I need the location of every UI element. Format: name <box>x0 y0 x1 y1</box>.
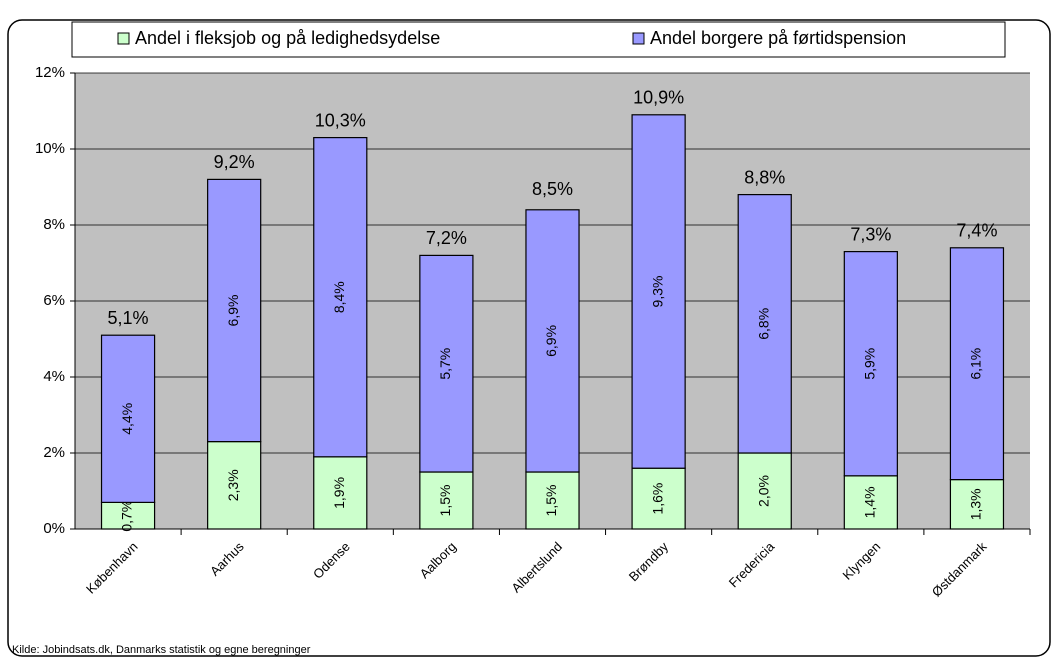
bar-segment <box>843 251 898 477</box>
segment-label: 2,0% <box>755 475 771 507</box>
segment-label: 1,6% <box>649 483 665 515</box>
bar-segment <box>419 254 474 473</box>
y-tick-label: 12% <box>35 64 65 81</box>
bar-segment <box>631 467 686 530</box>
total-label: 5,1% <box>108 308 149 328</box>
y-tick-label: 4% <box>43 368 65 385</box>
segment-label: 5,9% <box>862 348 878 380</box>
legend-label: Andel i fleksjob og på ledighedsydelse <box>135 28 440 48</box>
segment-label: 1,9% <box>331 477 347 509</box>
y-tick-label: 8% <box>43 216 65 233</box>
legend-label: Andel borgere på førtidspension <box>650 28 906 48</box>
total-label: 10,3% <box>315 110 366 130</box>
segment-label: 2,3% <box>225 469 241 501</box>
bar-segment <box>525 471 580 530</box>
segment-label: 1,5% <box>437 485 453 517</box>
y-tick-label: 2% <box>43 444 65 461</box>
total-label: 8,5% <box>532 179 573 199</box>
segment-label: 6,9% <box>543 325 559 357</box>
bar-segment <box>207 178 262 443</box>
segment-label: 4,4% <box>119 403 135 435</box>
total-label: 7,3% <box>850 224 891 244</box>
bar-segment <box>631 114 686 469</box>
bar-segment <box>737 452 792 530</box>
total-label: 7,4% <box>956 221 997 241</box>
segment-label: 6,9% <box>225 295 241 327</box>
segment-label: 1,5% <box>543 485 559 517</box>
legend-swatch <box>117 32 130 45</box>
bar-segment <box>100 501 156 530</box>
segment-label: 6,8% <box>755 308 771 340</box>
segment-label: 8,4% <box>331 281 347 313</box>
total-label: 8,8% <box>744 167 785 187</box>
segment-label: 1,3% <box>968 488 984 520</box>
total-label: 9,2% <box>214 152 255 172</box>
bar-segment <box>843 475 898 530</box>
segment-label: 0,7% <box>119 500 135 532</box>
total-label: 10,9% <box>633 88 684 108</box>
bar-segment <box>737 194 792 454</box>
bar-segment <box>949 479 1005 530</box>
bar-segment <box>419 471 474 530</box>
y-tick-label: 0% <box>43 520 65 537</box>
segment-label: 9,3% <box>649 276 665 308</box>
bar-segment <box>100 334 156 504</box>
segment-label: 1,4% <box>862 486 878 518</box>
source-note: Kilde: Jobindsats.dk, Danmarks statistik… <box>12 644 311 656</box>
legend-swatch <box>632 32 645 45</box>
y-tick-label: 6% <box>43 292 65 309</box>
total-label: 7,2% <box>426 228 467 248</box>
bar-segment <box>949 247 1005 481</box>
bar-segment <box>525 209 580 473</box>
segment-label: 5,7% <box>437 348 453 380</box>
segment-label: 6,1% <box>968 348 984 380</box>
legend-box <box>71 21 1006 58</box>
bar-segment <box>313 456 368 530</box>
y-tick-label: 10% <box>35 140 65 157</box>
bar-segment <box>313 137 368 458</box>
